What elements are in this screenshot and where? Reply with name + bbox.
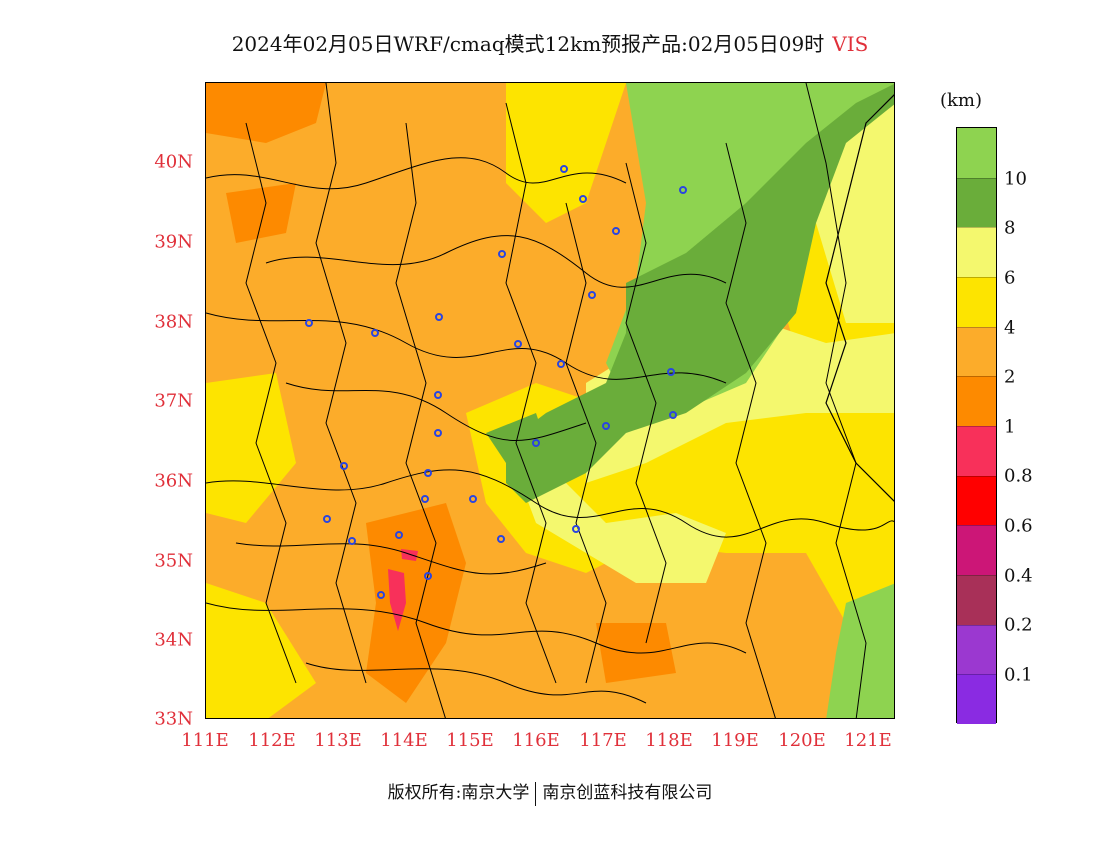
boundary-lines: [206, 83, 894, 718]
x-tick-label: 115E: [446, 730, 494, 751]
city-markers: [305, 165, 687, 599]
colorbar-segment: [957, 376, 996, 426]
city-marker: [532, 439, 540, 447]
colorbar: [956, 127, 997, 724]
x-tick-label: 113E: [314, 730, 362, 751]
y-tick-label: 33N: [154, 708, 193, 730]
city-marker: [371, 329, 379, 337]
x-tick-label: 121E: [844, 730, 892, 751]
colorbar-segment: [957, 326, 996, 377]
city-marker: [435, 313, 443, 321]
x-tick-label: 114E: [380, 730, 428, 751]
colorbar-segment: [957, 177, 996, 228]
city-marker: [424, 469, 432, 477]
city-marker: [497, 535, 505, 543]
map-title: 2024年02月05日WRF/cmaq模式12km预报产品:02月05日09时 V…: [0, 28, 1100, 57]
y-tick-label: 34N: [154, 629, 193, 651]
colorbar-segment: [957, 574, 996, 625]
y-tick-label: 38N: [154, 311, 193, 333]
field-1-2km-south: [366, 503, 466, 703]
field-gt10km-se: [826, 583, 894, 718]
colorbar-segment: [957, 624, 996, 675]
field-1-2km-w: [226, 183, 296, 243]
city-marker: [305, 319, 313, 327]
field-8-10km-patch: [486, 413, 546, 463]
city-marker: [469, 495, 477, 503]
city-marker: [348, 537, 356, 545]
field-8-10km-band: [506, 84, 894, 503]
city-marker: [602, 422, 610, 430]
field-6-8km-b: [506, 443, 726, 583]
colorbar-label: 10: [1004, 168, 1027, 190]
x-tick-label: 116E: [512, 730, 560, 751]
footer-divider: [535, 781, 537, 806]
field-1-2km-nw: [206, 83, 326, 143]
city-marker: [395, 531, 403, 539]
colorbar-label: 0.8: [1004, 465, 1033, 487]
city-marker: [498, 250, 506, 258]
colorbar-segment: [957, 525, 996, 575]
title-variable: VIS: [832, 32, 869, 56]
x-tick-label: 111E: [181, 730, 229, 751]
city-marker: [424, 572, 432, 580]
y-tick-label: 37N: [154, 390, 193, 412]
x-tick-label: 112E: [248, 730, 296, 751]
colorbar-label: 0.2: [1004, 614, 1033, 636]
coastline: [825, 94, 894, 502]
colorbar-segment: [957, 674, 996, 724]
copyright-footer: 版权所有:南京大学 南京创蓝科技有限公司: [0, 778, 1100, 806]
city-marker: [669, 411, 677, 419]
x-tick-label: 117E: [579, 730, 627, 751]
city-marker: [572, 525, 580, 533]
field-lt1km-b: [401, 549, 418, 561]
city-marker: [557, 360, 565, 368]
city-marker: [560, 165, 568, 173]
x-tick-label: 119E: [711, 730, 759, 751]
colorbar-segment: [957, 475, 996, 526]
colorbar-label: 8: [1004, 217, 1016, 239]
field-4-6km-west: [206, 373, 296, 523]
copyright-left: 版权所有:南京大学: [387, 783, 530, 803]
city-marker: [323, 515, 331, 523]
colorbar-segment: [957, 276, 996, 327]
colorbar-label: 0.1: [1004, 664, 1033, 686]
city-marker: [377, 591, 385, 599]
copyright-right: 南京创蓝科技有限公司: [542, 783, 713, 803]
city-marker: [679, 186, 687, 194]
colorbar-label: 1: [1004, 416, 1016, 438]
city-marker: [434, 429, 442, 437]
colorbar-label: 6: [1004, 267, 1016, 289]
city-marker: [421, 495, 429, 503]
field-4-6km-north: [506, 83, 626, 223]
city-marker: [588, 291, 596, 299]
colorbar-label: 4: [1004, 317, 1016, 339]
x-tick-label: 120E: [778, 730, 826, 751]
x-tick-label: 118E: [645, 730, 693, 751]
colorbar-segment: [957, 425, 996, 476]
city-marker: [434, 391, 442, 399]
colorbar-label: 0.4: [1004, 565, 1033, 587]
map-canvas: [206, 83, 894, 718]
y-tick-label: 36N: [154, 470, 193, 492]
colorbar-segment: [957, 128, 996, 178]
city-marker: [514, 340, 522, 348]
y-tick-label: 40N: [154, 151, 193, 173]
city-marker: [340, 462, 348, 470]
city-marker: [579, 195, 587, 203]
colorbar-unit: (km): [940, 90, 983, 111]
y-tick-label: 39N: [154, 231, 193, 253]
colorbar-label: 0.6: [1004, 515, 1033, 537]
city-marker: [612, 227, 620, 235]
colorbar-segment: [957, 227, 996, 277]
city-marker: [667, 368, 675, 376]
field-4-6km-sw: [206, 583, 316, 718]
colorbar-label: 2: [1004, 366, 1016, 388]
visibility-map: [205, 82, 895, 719]
title-main: 2024年02月05日WRF/cmaq模式12km预报产品:02月05日09时: [231, 32, 825, 56]
y-tick-label: 35N: [154, 550, 193, 572]
